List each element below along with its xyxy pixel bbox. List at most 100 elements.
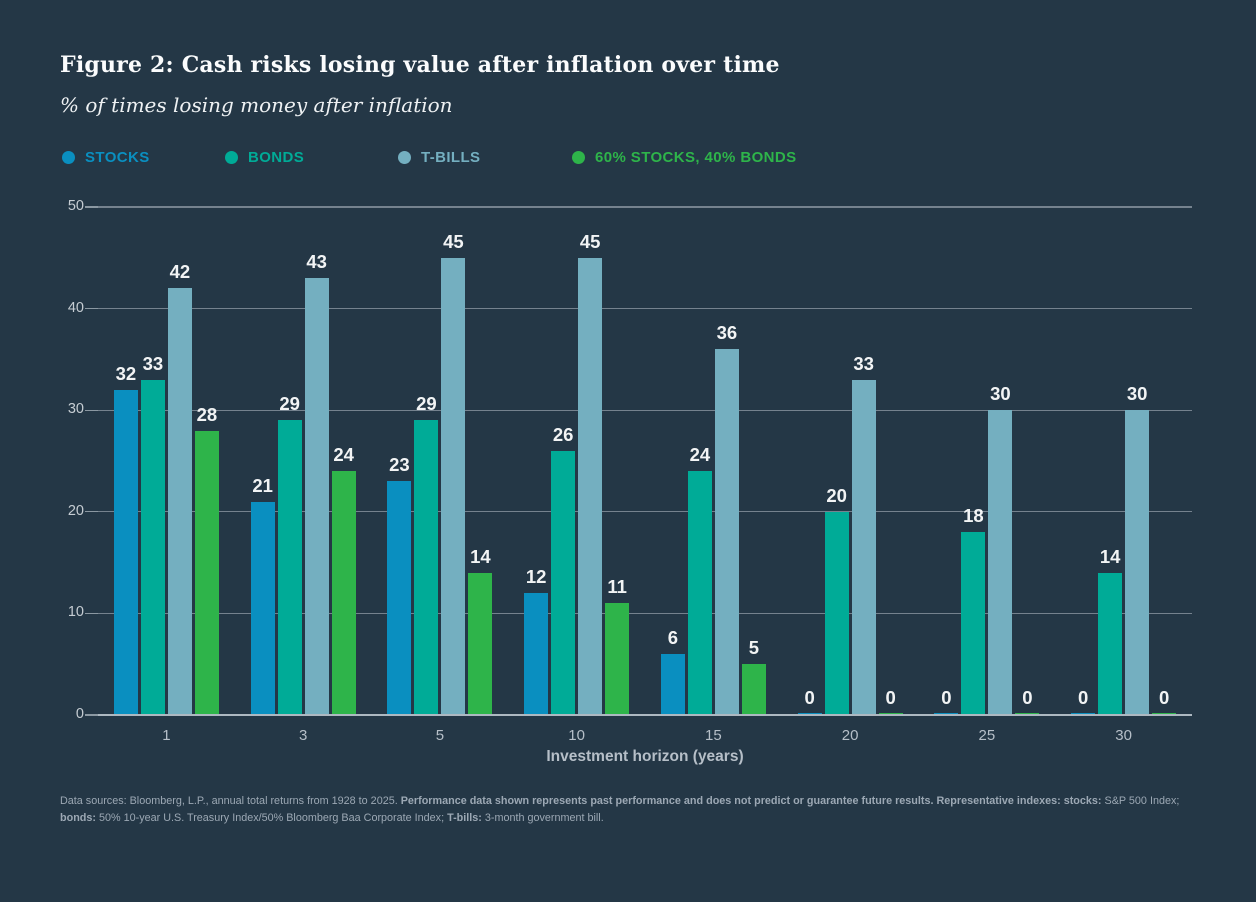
x-axis-line [98,714,1192,717]
bar [1125,410,1150,715]
y-axis-tick [85,612,98,615]
bar-value-label: 30 [1126,383,1148,405]
bar [660,654,685,715]
footnote-segment: Data sources: Bloomberg, L.P., annual to… [60,795,401,807]
bar [851,379,876,715]
footnote-segment: 3-month government bill. [484,811,604,824]
bar [741,664,766,715]
bar [551,450,576,715]
x-axis-tick-label: 15 [705,727,722,744]
legend-dot-icon [398,151,411,164]
gridline [98,206,1192,208]
plot-area: 0 10 20 30 40 50 1 32 33 42 28 3 21 29 43 24 5 23 29 45 14 10… [68,198,1192,744]
bar [304,278,329,715]
bar [468,572,493,715]
bar-value-label: 32 [115,362,137,384]
bar [194,430,219,715]
bar-value-label: 33 [853,352,874,374]
bar-value-label: 29 [416,393,437,415]
bar-value-label: 24 [689,444,711,466]
legend-dot-icon [225,151,238,164]
y-axis-tick [85,206,98,208]
bar-value-label: 26 [552,423,574,445]
bar-value-label: 14 [1099,545,1121,567]
bar-value-label: 0 [1077,687,1089,708]
chart-legend: STOCKS BONDS T-BILLS 60% STOCKS, 40% BONDS [0,149,1256,171]
legend-label: T-BILLS [421,149,481,166]
bar [687,471,712,715]
bar [1015,713,1040,715]
x-axis-tick-label: 10 [568,727,585,744]
bar [1098,572,1123,715]
bar-value-label: 29 [279,393,300,415]
bar [277,420,302,715]
bar [414,420,439,715]
bar-value-label: 6 [667,627,679,649]
bar-value-label: 12 [525,566,547,588]
legend-item: T-BILLS [398,149,480,166]
y-axis-tick-label: 50 [67,198,84,214]
bar [167,288,192,715]
bar-value-label: 0 [1158,687,1170,708]
gridline [98,307,1192,310]
x-axis-tick-label: 20 [841,727,859,744]
y-axis-tick [85,307,98,310]
bar [140,379,165,715]
bar-value-label: 33 [142,352,164,374]
bar [578,257,603,715]
bar-value-label: 45 [443,230,464,252]
x-axis-title: Investment horizon (years) [546,748,744,765]
footnote: Data sources: Bloomberg, L.P., annual to… [60,793,1202,826]
bar-value-label: 0 [1022,687,1033,708]
y-axis-tick-label: 30 [67,401,84,418]
bar [1152,713,1177,715]
legend-dot-icon [62,151,75,164]
gridline [98,511,1192,513]
legend-item: BONDS [225,149,304,166]
bar [524,593,549,715]
bar-value-label: 5 [748,637,760,659]
legend-label: STOCKS [85,149,150,166]
y-axis-tick [85,714,98,716]
y-axis-tick-label: 40 [67,299,84,316]
bar [934,713,959,715]
bar [1071,713,1096,715]
footnote-segment: S&P 500 Index; [1104,795,1180,807]
bar-value-label: 0 [941,687,952,708]
y-axis-tick-label: 0 [75,706,84,722]
legend-item: 60% STOCKS, 40% BONDS [572,149,797,166]
bar [441,257,466,715]
figure-title: Figure 2: Cash risks losing value after … [60,52,780,78]
y-axis-tick [85,409,98,411]
bar [387,481,412,715]
bar-value-label: 21 [252,474,273,496]
bar [250,501,275,715]
footnote-segment: bonds: [60,811,99,824]
x-axis-tick-label: 30 [1115,727,1132,744]
x-axis-tick-label: 5 [435,727,445,744]
legend-item: STOCKS [62,149,150,166]
bar [797,713,822,715]
footnote-segment: 50% 10-year U.S. Treasury Index/50% Bloo… [98,811,448,824]
bar [605,603,630,715]
bar [331,471,356,715]
bar-value-label: 45 [579,230,601,252]
bar [961,532,986,715]
bar [824,511,849,715]
x-axis-tick-label: 3 [298,727,308,744]
y-axis-tick-label: 10 [67,604,84,621]
bar-value-label: 30 [990,383,1011,405]
bar-value-label: 23 [389,454,410,476]
gridline [98,612,1192,615]
y-axis-tick [85,511,98,513]
footnote-segment: T-bills: [447,811,485,824]
gridline [98,409,1192,411]
footnote-segment: Performance data shown represents past p… [400,795,1105,807]
legend-label: 60% STOCKS, 40% BONDS [595,149,797,166]
bar-value-label: 28 [196,403,218,425]
bar [988,410,1013,715]
bar-value-label: 20 [826,484,847,506]
x-axis-tick-label: 1 [162,727,171,744]
figure-subtitle: % of times losing money after inflation [60,93,453,117]
